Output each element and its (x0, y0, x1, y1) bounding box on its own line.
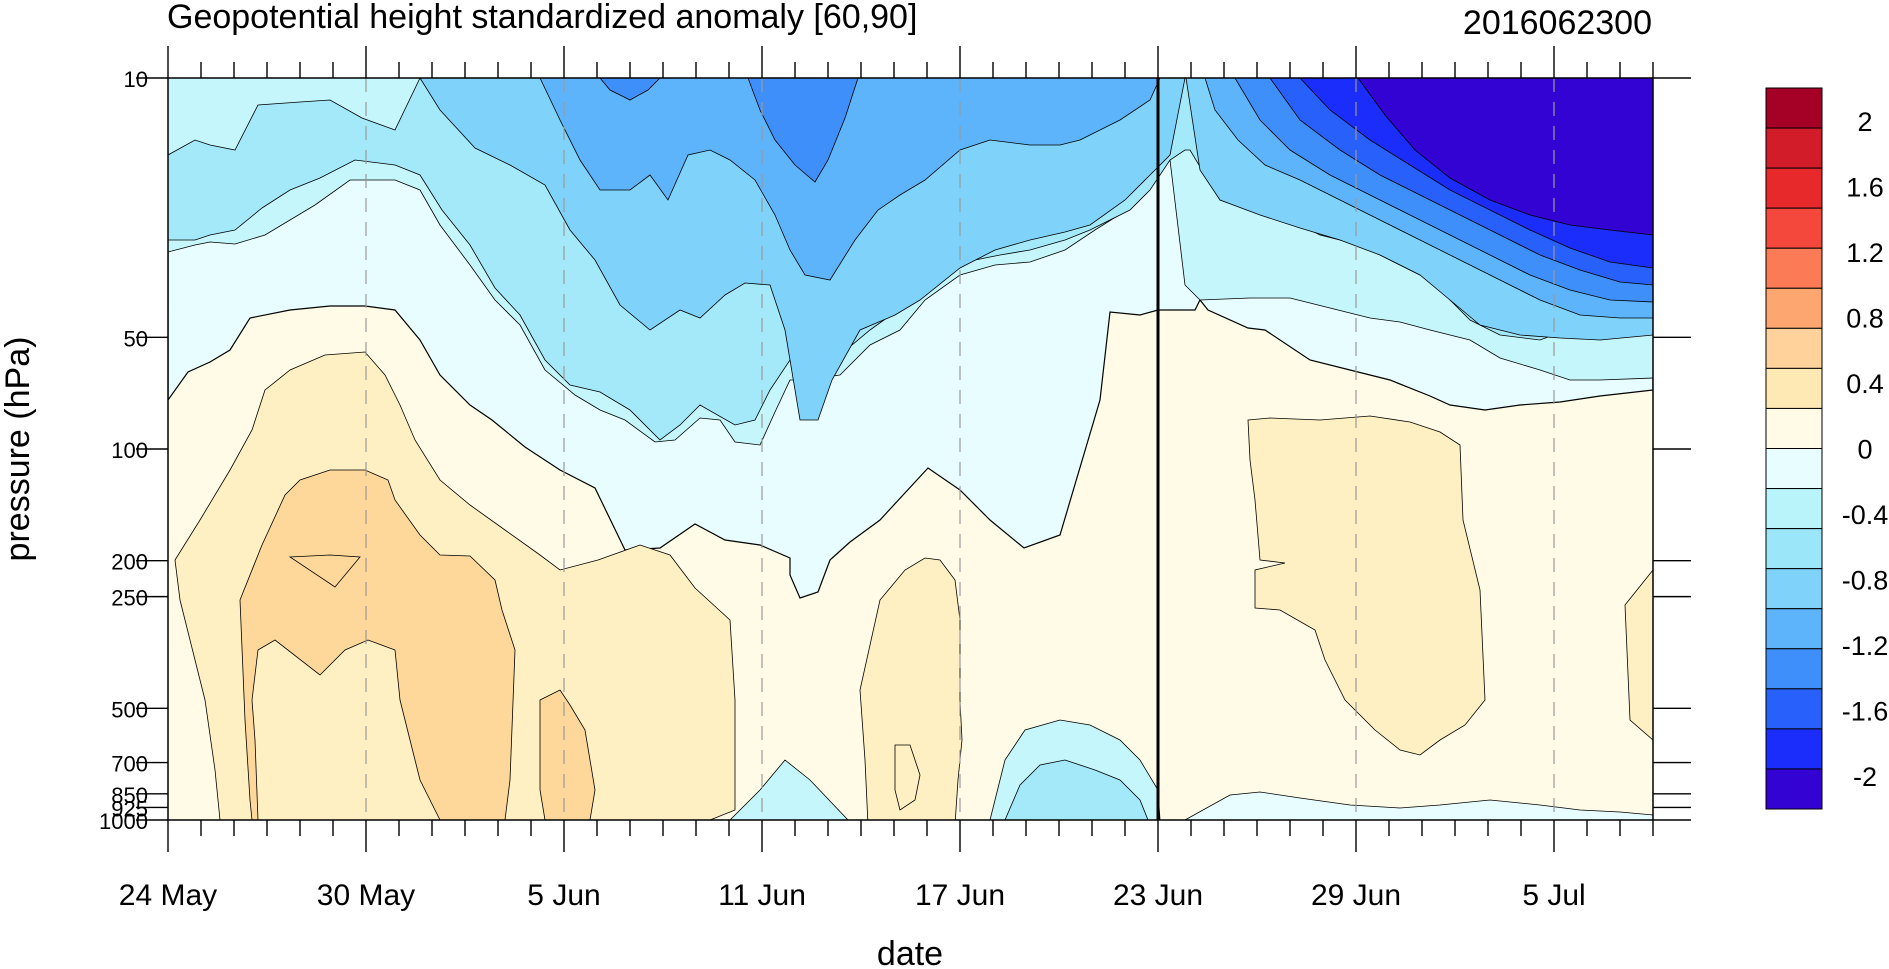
colorbar-swatch (1765, 407, 1823, 450)
contour-band-neg-low-11jun (729, 759, 849, 820)
colorbar-swatch (1765, 648, 1823, 690)
y-tick-label: 1000 (99, 809, 148, 834)
colorbar-swatch (1765, 728, 1823, 770)
colorbar-swatch (1765, 688, 1823, 730)
x-tick-label: 17 Jun (915, 879, 1005, 912)
colorbar-swatch (1765, 488, 1823, 530)
x-tick-label: 24 May (119, 879, 217, 912)
plot-area (168, 78, 1653, 820)
colorbar-swatch (1765, 327, 1823, 369)
chart-subtitle: 2016062300 (1463, 4, 1652, 42)
colorbar-label: 1.6 (1846, 172, 1884, 202)
y-tick-label: 850 (111, 783, 148, 808)
colorbar-swatch (1765, 608, 1823, 650)
contour-band-neg-2 (1357, 78, 1653, 236)
colorbar-label: 2 (1857, 107, 1872, 137)
colorbar-swatch (1765, 247, 1823, 289)
colorbar-swatch (1765, 207, 1823, 249)
colorbar (1765, 87, 1823, 810)
contour-band-pos-right (1247, 415, 1653, 756)
colorbar-label: -2 (1853, 762, 1877, 792)
colorbar-label: 0 (1857, 435, 1872, 465)
colorbar-label: -1.6 (1842, 697, 1889, 727)
x-tick-label: 23 Jun (1113, 879, 1203, 912)
colorbar-swatch (1765, 287, 1823, 329)
y-tick-label: 700 (111, 752, 148, 777)
y-tick-label: 925 (111, 796, 148, 821)
colorbar-swatch (1765, 367, 1823, 409)
colorbar-label: -0.8 (1842, 566, 1889, 596)
colorbar-swatch (1765, 768, 1823, 810)
colorbar-swatch (1765, 167, 1823, 209)
colorbar-swatch (1765, 127, 1823, 169)
contour-band-neg-low-july (1184, 791, 1653, 820)
x-tick-label: 11 Jun (718, 879, 806, 912)
colorbar-label: -1.2 (1842, 631, 1889, 661)
x-tick-label: 5 Jun (527, 879, 600, 912)
colorbar-label: 0.8 (1846, 303, 1884, 333)
y-tick-label: 50 (124, 326, 148, 351)
chart-title: Geopotential height standardized anomaly… (167, 0, 917, 36)
colorbar-labels: 2 1.6 1.2 0.8 0.4 0 -0.4 -0.8 -1.2 -1.6 -2 (1842, 107, 1889, 792)
colorbar-swatch (1765, 448, 1823, 490)
colorbar-swatch (1765, 568, 1823, 610)
contour-band-pos-mid (859, 557, 963, 820)
y-tick-label: 250 (111, 586, 148, 611)
y-ticks (136, 77, 1691, 821)
colorbar-label: 0.4 (1846, 369, 1884, 399)
x-axis-title: date (877, 935, 943, 969)
x-tick-label: 30 May (317, 879, 415, 912)
y-tick-label: 100 (111, 438, 148, 463)
y-tick-label: 200 (111, 550, 148, 575)
colorbar-swatch (1765, 87, 1823, 129)
y-tick-label: 500 (111, 697, 148, 722)
x-tick-label: 29 Jun (1311, 879, 1401, 912)
y-axis-title: pressure (hPa) (0, 337, 37, 562)
x-ticks (167, 46, 1654, 852)
x-tick-labels: 24 May 30 May 5 Jun 11 Jun 17 Jun 23 Jun 29 Ju… (119, 879, 1586, 912)
contour-band-neg-low-20jun-core (1004, 759, 1149, 820)
colorbar-swatch (1765, 528, 1823, 570)
y-tick-label: 10 (124, 67, 148, 92)
colorbar-label: 1.2 (1846, 238, 1884, 268)
contour-band-pos-0p8-left (288, 554, 361, 588)
x-tick-label: 5 Jul (1522, 879, 1585, 912)
grid-lines (365, 78, 1555, 820)
colorbar-label: -0.4 (1842, 500, 1889, 530)
